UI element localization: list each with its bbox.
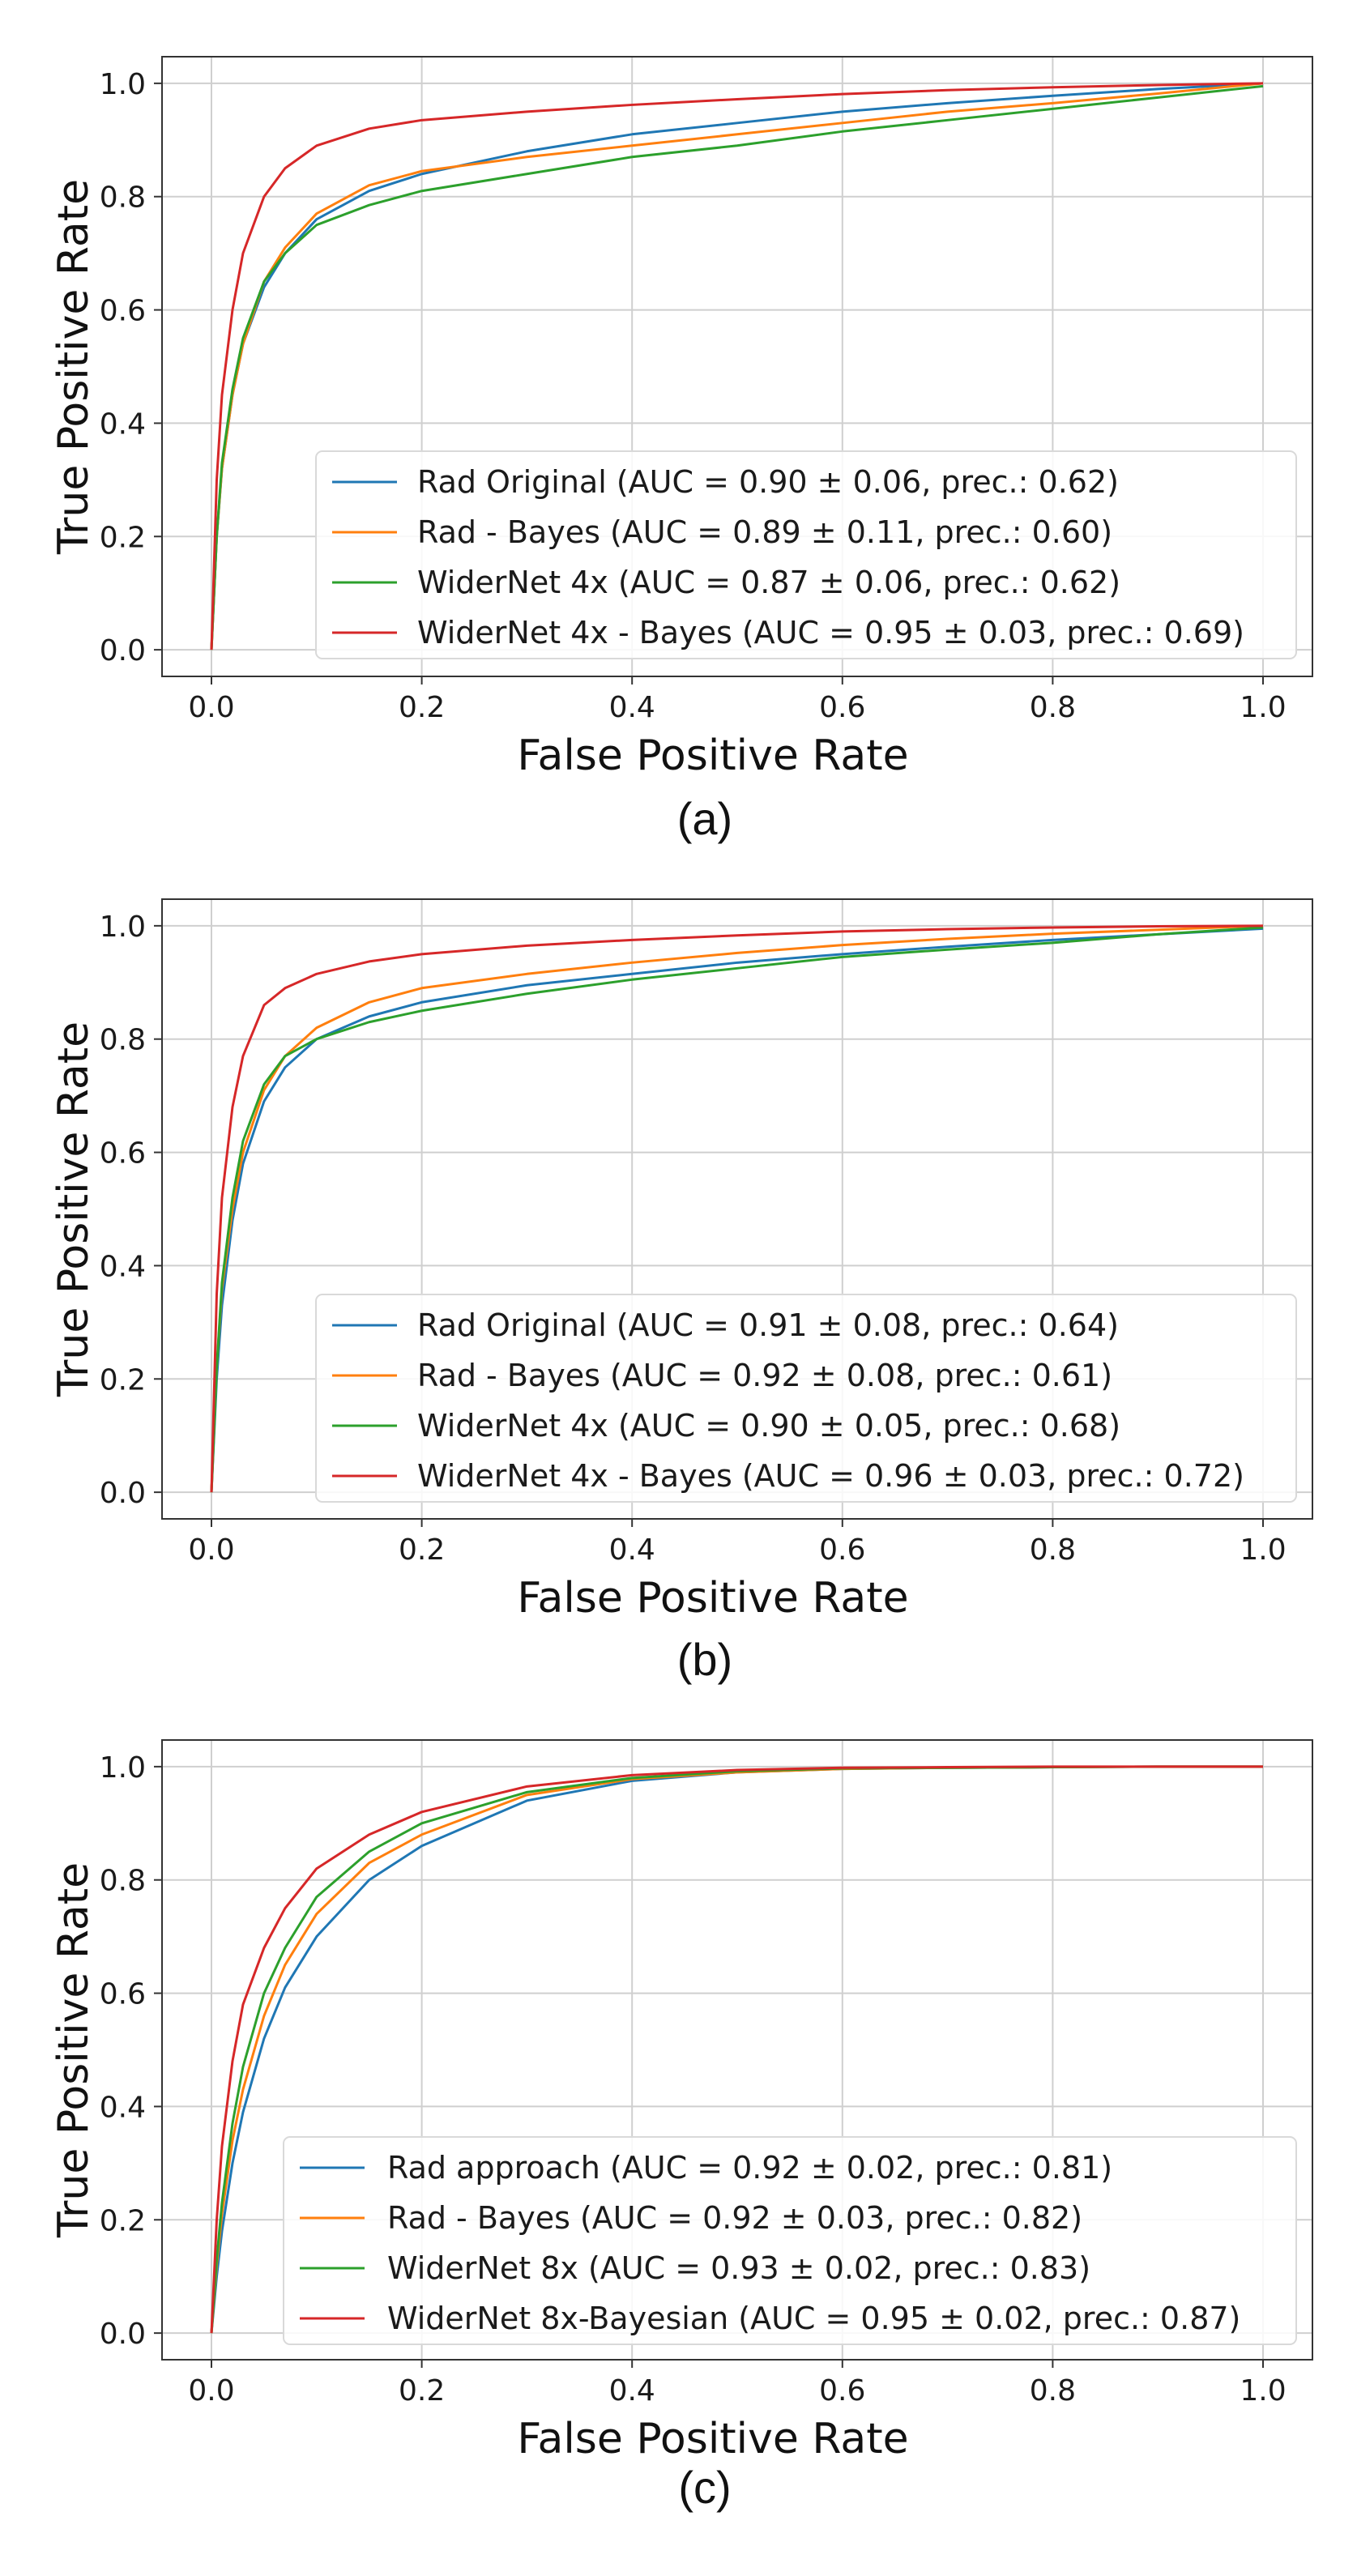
y-axis-title: True Positive Rate xyxy=(49,1021,98,1397)
legend-label-4: WiderNet 8x-Bayesian (AUC = 0.95 ± 0.02,… xyxy=(387,2301,1240,2336)
x-tick-label: 0.6 xyxy=(819,2374,865,2408)
x-tick-label: 0.2 xyxy=(399,2374,445,2408)
x-tick-label: 0.0 xyxy=(188,1533,234,1567)
legend-label-2: Rad - Bayes (AUC = 0.92 ± 0.08, prec.: 0… xyxy=(417,1358,1112,1393)
legend-box xyxy=(283,2136,1297,2345)
y-tick-label: 0.0 xyxy=(100,1477,146,1510)
x-tick-label: 1.0 xyxy=(1240,691,1286,724)
chart-panel-2: 0.0 0.2 0.4 0.6 0.8 1.0 0.0 0.2 0.4 0.6 0.8 1.0 Fals… xyxy=(49,898,1313,1685)
legend-label-1: Rad Original (AUC = 0.90 ± 0.06, prec.: … xyxy=(417,464,1119,500)
y-tick-label: 0.2 xyxy=(100,2204,146,2237)
x-tick-label: 0.6 xyxy=(819,1533,865,1567)
y-tick-label: 0.6 xyxy=(100,1978,146,2011)
x-tick-label: 0.6 xyxy=(819,691,865,724)
y-tick-label: 0.0 xyxy=(100,2318,146,2351)
x-tick-label: 0.2 xyxy=(399,691,445,724)
legend-label-3: WiderNet 4x (AUC = 0.90 ± 0.05, prec.: 0… xyxy=(417,1408,1120,1444)
series-line-4 xyxy=(210,82,1264,650)
legend-label-4: WiderNet 4x - Bayes (AUC = 0.95 ± 0.03, … xyxy=(417,615,1244,650)
y-tick-label: 0.4 xyxy=(100,407,146,441)
legend-label-3: WiderNet 4x (AUC = 0.87 ± 0.06, prec.: 0… xyxy=(417,565,1120,600)
series-line-3 xyxy=(210,926,1264,1493)
y-tick-label: 1.0 xyxy=(100,1751,146,1785)
chart-panel-1: 0.0 0.2 0.4 0.6 0.8 1.0 0.0 0.2 0.4 0.6 0.8 1.0 Fals… xyxy=(49,56,1313,844)
y-tick-label: 1.0 xyxy=(100,911,146,944)
x-tick-label: 1.0 xyxy=(1240,2374,1286,2408)
y-tick-label: 0.2 xyxy=(100,521,146,554)
y-tick-label: 0.6 xyxy=(100,1137,146,1171)
y-tick-label: 0.0 xyxy=(100,634,146,667)
legend-label-1: Rad approach (AUC = 0.92 ± 0.02, prec.: … xyxy=(387,2150,1112,2186)
series-line-3 xyxy=(210,84,1264,650)
x-axis-title: False Positive Rate xyxy=(517,1574,908,1623)
x-tick-label: 0.8 xyxy=(1030,2374,1076,2408)
x-tick-label: 0.8 xyxy=(1030,691,1076,724)
series-line-4 xyxy=(210,1765,1263,2334)
plot-frame xyxy=(161,898,1313,1520)
plot-frame xyxy=(161,56,1313,677)
legend: Rad Original (AUC = 0.90 ± 0.06, prec.: … xyxy=(315,450,1297,659)
x-tick-label: 0.0 xyxy=(188,2374,234,2408)
y-tick-label: 0.8 xyxy=(100,181,146,215)
plot-frame xyxy=(161,1739,1313,2361)
x-tick-label: 0.8 xyxy=(1030,1533,1076,1567)
axes: 0.0 0.2 0.4 0.6 0.8 1.0 0.0 0.2 0.4 0.6 0.8 1.0 Fals… xyxy=(49,911,1287,1623)
axes: 0.0 0.2 0.4 0.6 0.8 1.0 0.0 0.2 0.4 0.6 0.8 1.0 Fals… xyxy=(49,1751,1287,2463)
legend-label-3: WiderNet 8x (AUC = 0.93 ± 0.02, prec.: 0… xyxy=(387,2250,1090,2286)
series-lines xyxy=(210,924,1264,1493)
y-tick-label: 1.0 xyxy=(100,68,146,101)
y-tick-label: 0.4 xyxy=(100,1250,146,1283)
legend: Rad approach (AUC = 0.92 ± 0.02, prec.: … xyxy=(283,2136,1297,2345)
series-line-4 xyxy=(210,924,1263,1493)
x-tick-label: 0.2 xyxy=(399,1533,445,1567)
series-line-2 xyxy=(210,924,1264,1493)
figure-caption: (c) xyxy=(678,2462,731,2513)
series-lines xyxy=(210,1765,1263,2334)
x-axis-title: False Positive Rate xyxy=(517,2415,908,2463)
legend-label-1: Rad Original (AUC = 0.91 ± 0.08, prec.: … xyxy=(417,1307,1119,1343)
legend-box xyxy=(315,1294,1297,1503)
axes: 0.0 0.2 0.4 0.6 0.8 1.0 0.0 0.2 0.4 0.6 0.8 1.0 Fals… xyxy=(49,68,1287,780)
x-tick-label: 0.4 xyxy=(609,1533,655,1567)
x-axis-title: False Positive Rate xyxy=(517,731,908,780)
y-tick-label: 0.4 xyxy=(100,2091,146,2124)
y-tick-label: 0.8 xyxy=(100,1024,146,1057)
y-tick-label: 0.6 xyxy=(100,295,146,328)
legend-label-4: WiderNet 4x - Bayes (AUC = 0.96 ± 0.03, … xyxy=(417,1458,1244,1494)
legend-box xyxy=(315,450,1297,659)
legend-label-2: Rad - Bayes (AUC = 0.89 ± 0.11, prec.: 0… xyxy=(417,514,1112,550)
y-tick-label: 0.2 xyxy=(100,1363,146,1397)
y-tick-label: 0.8 xyxy=(100,1865,146,1898)
y-axis-title: True Positive Rate xyxy=(49,1862,98,2238)
figure-caption: (a) xyxy=(677,793,732,844)
series-lines xyxy=(210,82,1264,650)
figure-caption: (b) xyxy=(677,1634,732,1685)
chart-panel-3: 0.0 0.2 0.4 0.6 0.8 1.0 0.0 0.2 0.4 0.6 0.8 1.0 Fals… xyxy=(49,1739,1313,2513)
legend: Rad Original (AUC = 0.91 ± 0.08, prec.: … xyxy=(315,1294,1297,1503)
y-axis-title: True Positive Rate xyxy=(49,179,98,555)
x-tick-label: 1.0 xyxy=(1240,1533,1286,1567)
x-tick-label: 0.0 xyxy=(188,691,234,724)
legend-label-2: Rad - Bayes (AUC = 0.92 ± 0.03, prec.: 0… xyxy=(387,2200,1082,2236)
x-tick-label: 0.4 xyxy=(609,691,655,724)
series-line-1 xyxy=(210,927,1264,1493)
x-tick-label: 0.4 xyxy=(609,2374,655,2408)
